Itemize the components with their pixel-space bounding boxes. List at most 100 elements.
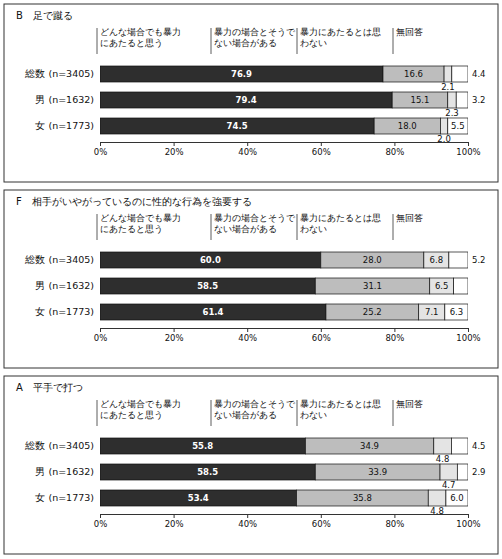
data-label: 2.9 [472,467,486,477]
category-label: 総数 (n=3405) [24,440,94,451]
tick: 0% [94,142,108,157]
tick-label: 0% [94,147,108,157]
bar-segment [451,438,468,454]
bar-segment [100,66,383,82]
tick-mark [100,514,101,518]
x-axis: 0% 20% 40% 60% 80% 100% [94,328,481,343]
data-labels: 55.858.553.434.933.935.84.84.74.84.52.96… [188,441,486,516]
bar-segment [100,278,315,294]
legend-label: 無回答 [396,399,423,409]
data-label: 58.5 [197,281,218,291]
data-label: 2.3 [445,108,459,118]
bar-segment [449,252,468,268]
data-label: 18.0 [398,121,417,131]
data-label: 4.4 [472,69,486,79]
tick-label: 60% [312,147,331,157]
category-label: 総数 (n=3405) [24,68,94,79]
tick-mark [247,514,248,518]
tick: 60% [312,328,331,343]
tick: 40% [238,514,257,529]
data-label: 53.4 [188,493,209,503]
bar-segment [100,438,305,454]
data-label: 5.5 [451,121,465,131]
data-label: 28.0 [363,255,382,265]
tick-label: 0% [94,519,108,529]
data-label: 76.9 [231,69,252,79]
tick-label: 60% [312,333,331,343]
bar-segment [100,118,374,134]
data-label: 79.4 [236,95,257,105]
tick: 40% [238,328,257,343]
axis-line [101,143,469,147]
legend-label: どんな場合でも暴力にあたると思う [100,27,181,48]
bar-segment [100,252,321,268]
bar-segment [428,490,446,506]
bars [100,66,468,134]
bar-segment [315,278,429,294]
data-label: 3.2 [472,95,486,105]
legend-label: 暴力にあたるとは思わない [300,213,381,234]
tick: 20% [165,514,184,529]
tick: 0% [94,328,108,343]
tick-mark [174,328,175,332]
tick-mark [394,142,395,146]
legend-label: 無回答 [396,27,423,37]
category-label: 女 (n=1773) [35,492,94,503]
bar-segment [374,118,440,134]
legend-label: 無回答 [396,213,423,223]
category-label: 男 (n=1632) [35,94,94,105]
legend-divider [97,28,98,54]
bar-segment [100,464,315,480]
chart-title: A 平手で打つ [16,382,83,393]
tick-mark [247,328,248,332]
data-label: 31.1 [363,281,382,291]
tick-label: 20% [165,519,184,529]
tick-mark [100,142,101,146]
category-label: 男 (n=1632) [35,466,94,477]
tick-mark [321,142,322,146]
category-label: 男 (n=1632) [35,280,94,291]
tick-mark [100,328,101,332]
data-label: 60.0 [200,255,221,265]
bars [100,252,468,320]
data-label: 61.4 [202,307,223,317]
axis-line [101,515,469,519]
bar-segment [297,490,429,506]
category-label: 総数 (n=3405) [24,254,94,265]
data-label: 16.6 [404,69,423,79]
legend-divider [297,400,298,426]
tick-mark [468,328,469,332]
bar-segment [446,490,468,506]
data-label: 6.5 [435,281,449,291]
legend-divider [211,28,212,54]
bar-segment [444,66,452,82]
bar-segment [321,252,424,268]
bar-segment [419,304,445,320]
tick: 80% [385,328,404,343]
category-label: 女 (n=1773) [35,306,94,317]
data-labels: 76.979.474.516.615.118.02.12.32.04.43.25… [227,69,486,144]
chart-panel: A 平手で打つどんな場合でも暴力にあたると思う暴力の場合とそうでない場合がある暴… [4,376,498,554]
data-label: 15.1 [411,95,430,105]
tick: 20% [165,328,184,343]
legend-divider [211,214,212,240]
bar-segment [440,464,457,480]
data-label: 4.8 [436,454,450,464]
data-label: 35.8 [353,493,372,503]
tick-label: 80% [385,519,404,529]
tick-label: 40% [238,333,257,343]
axis-line [101,329,469,333]
legend-divider [97,214,98,240]
legend-label: どんな場合でも暴力にあたると思う [100,399,181,420]
bar-segment [383,66,444,82]
data-label: 6.3 [450,307,464,317]
data-label: 25.2 [363,307,382,317]
bar-segment [456,92,468,108]
bar-segment [457,464,468,480]
bar-segment [445,304,468,320]
data-label: 4.5 [472,441,486,451]
tick: 100% [456,328,480,343]
panel-frame [4,4,498,182]
tick-mark [321,514,322,518]
tick-label: 80% [385,147,404,157]
